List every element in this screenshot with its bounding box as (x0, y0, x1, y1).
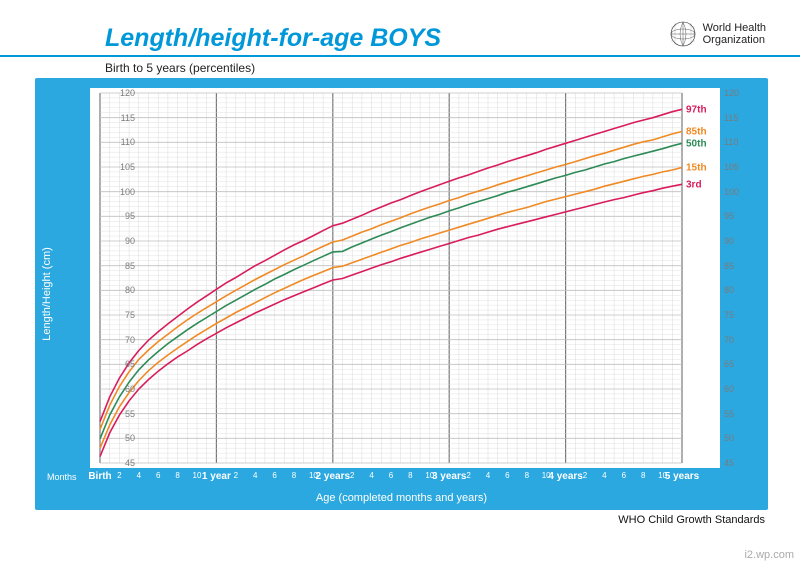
svg-text:50th: 50th (686, 138, 707, 149)
ytick-left: 75 (125, 310, 135, 320)
ytick-right: 95 (724, 211, 734, 221)
xtick-major: 5 years (665, 471, 699, 482)
xtick-minor: 10 (425, 471, 434, 480)
ytick-left: 60 (125, 384, 135, 394)
xtick-minor: 6 (389, 471, 393, 480)
svg-text:15th: 15th (686, 162, 707, 173)
x-axis-label: Age (completed months and years) (316, 492, 487, 504)
xtick-major: Birth (88, 471, 111, 482)
xtick-minor: 8 (408, 471, 412, 480)
svg-text:85th: 85th (686, 126, 707, 137)
ytick-left: 45 (125, 458, 135, 468)
ytick-right: 60 (724, 384, 734, 394)
page-title: Length/height-for-age BOYS (105, 24, 441, 53)
ytick-right: 115 (724, 113, 738, 123)
ytick-left: 80 (125, 285, 135, 295)
xtick-minor: 4 (602, 471, 606, 480)
ytick-right: 65 (724, 359, 734, 369)
ytick-left: 105 (120, 162, 135, 172)
xtick-minor: 2 (350, 471, 354, 480)
who-logo: World Health Organization (669, 20, 766, 48)
ytick-right: 85 (724, 261, 734, 271)
xtick-minor: 6 (272, 471, 276, 480)
ytick-left: 90 (125, 236, 135, 246)
plot-area: 97th 85th50th 15th 3rd (90, 88, 720, 468)
svg-text:3rd: 3rd (686, 179, 702, 190)
xtick-minor: 4 (486, 471, 490, 480)
ytick-left: 110 (121, 137, 135, 147)
xtick-minor: 10 (542, 471, 551, 480)
xtick-minor: 6 (622, 471, 626, 480)
watermark: i2.wp.com (744, 549, 794, 561)
xtick-major: 1 year (202, 471, 231, 482)
ytick-right: 100 (724, 187, 739, 197)
ytick-left: 50 (125, 433, 135, 443)
xtick-minor: 8 (525, 471, 529, 480)
xtick-minor: 4 (369, 471, 373, 480)
who-line1: World Health (703, 22, 766, 34)
ytick-right: 45 (724, 458, 734, 468)
ytick-left: 70 (125, 335, 135, 345)
xtick-minor: 8 (641, 471, 645, 480)
y-axis-label: Length/Height (cm) (41, 247, 53, 341)
xtick-minor: 8 (175, 471, 179, 480)
xtick-minor: 6 (505, 471, 509, 480)
xtick-minor: 2 (234, 471, 238, 480)
xtick-major: 2 years (316, 471, 350, 482)
ytick-right: 110 (724, 137, 738, 147)
who-text: World Health Organization (703, 22, 766, 46)
subtitle: Birth to 5 years (percentiles) (105, 61, 800, 75)
xtick-minor: 2 (117, 471, 121, 480)
xtick-minor: 2 (583, 471, 587, 480)
xtick-minor: 10 (193, 471, 202, 480)
ytick-right: 90 (724, 236, 734, 246)
ytick-right: 105 (724, 162, 739, 172)
footer-standards: WHO Child Growth Standards (618, 514, 765, 526)
ytick-right: 70 (724, 335, 734, 345)
xtick-minor: 6 (156, 471, 160, 480)
ytick-right: 55 (724, 409, 734, 419)
svg-text:97th: 97th (686, 104, 707, 115)
who-emblem-icon (669, 20, 697, 48)
ytick-right: 80 (724, 285, 734, 295)
ytick-left: 95 (125, 211, 135, 221)
xtick-minor: 10 (658, 471, 667, 480)
ytick-right: 50 (724, 433, 734, 443)
xtick-major: 4 years (548, 471, 582, 482)
xtick-minor: 10 (309, 471, 318, 480)
ytick-left: 100 (120, 187, 135, 197)
ytick-left: 85 (125, 261, 135, 271)
xtick-minor: 8 (292, 471, 296, 480)
ytick-left: 120 (120, 88, 135, 98)
ytick-right: 120 (724, 88, 739, 98)
chart-frame: Length/Height (cm) Age (completed months… (35, 78, 768, 510)
months-corner-label: Months (47, 472, 77, 482)
xtick-minor: 4 (253, 471, 257, 480)
who-line2: Organization (703, 34, 766, 46)
ytick-left: 55 (125, 409, 135, 419)
xtick-minor: 2 (466, 471, 470, 480)
ytick-right: 75 (724, 310, 734, 320)
ytick-left: 115 (121, 113, 135, 123)
chart-svg: 97th 85th50th 15th 3rd (90, 88, 720, 468)
xtick-minor: 4 (137, 471, 141, 480)
xtick-major: 3 years (432, 471, 466, 482)
ytick-left: 65 (125, 359, 135, 369)
